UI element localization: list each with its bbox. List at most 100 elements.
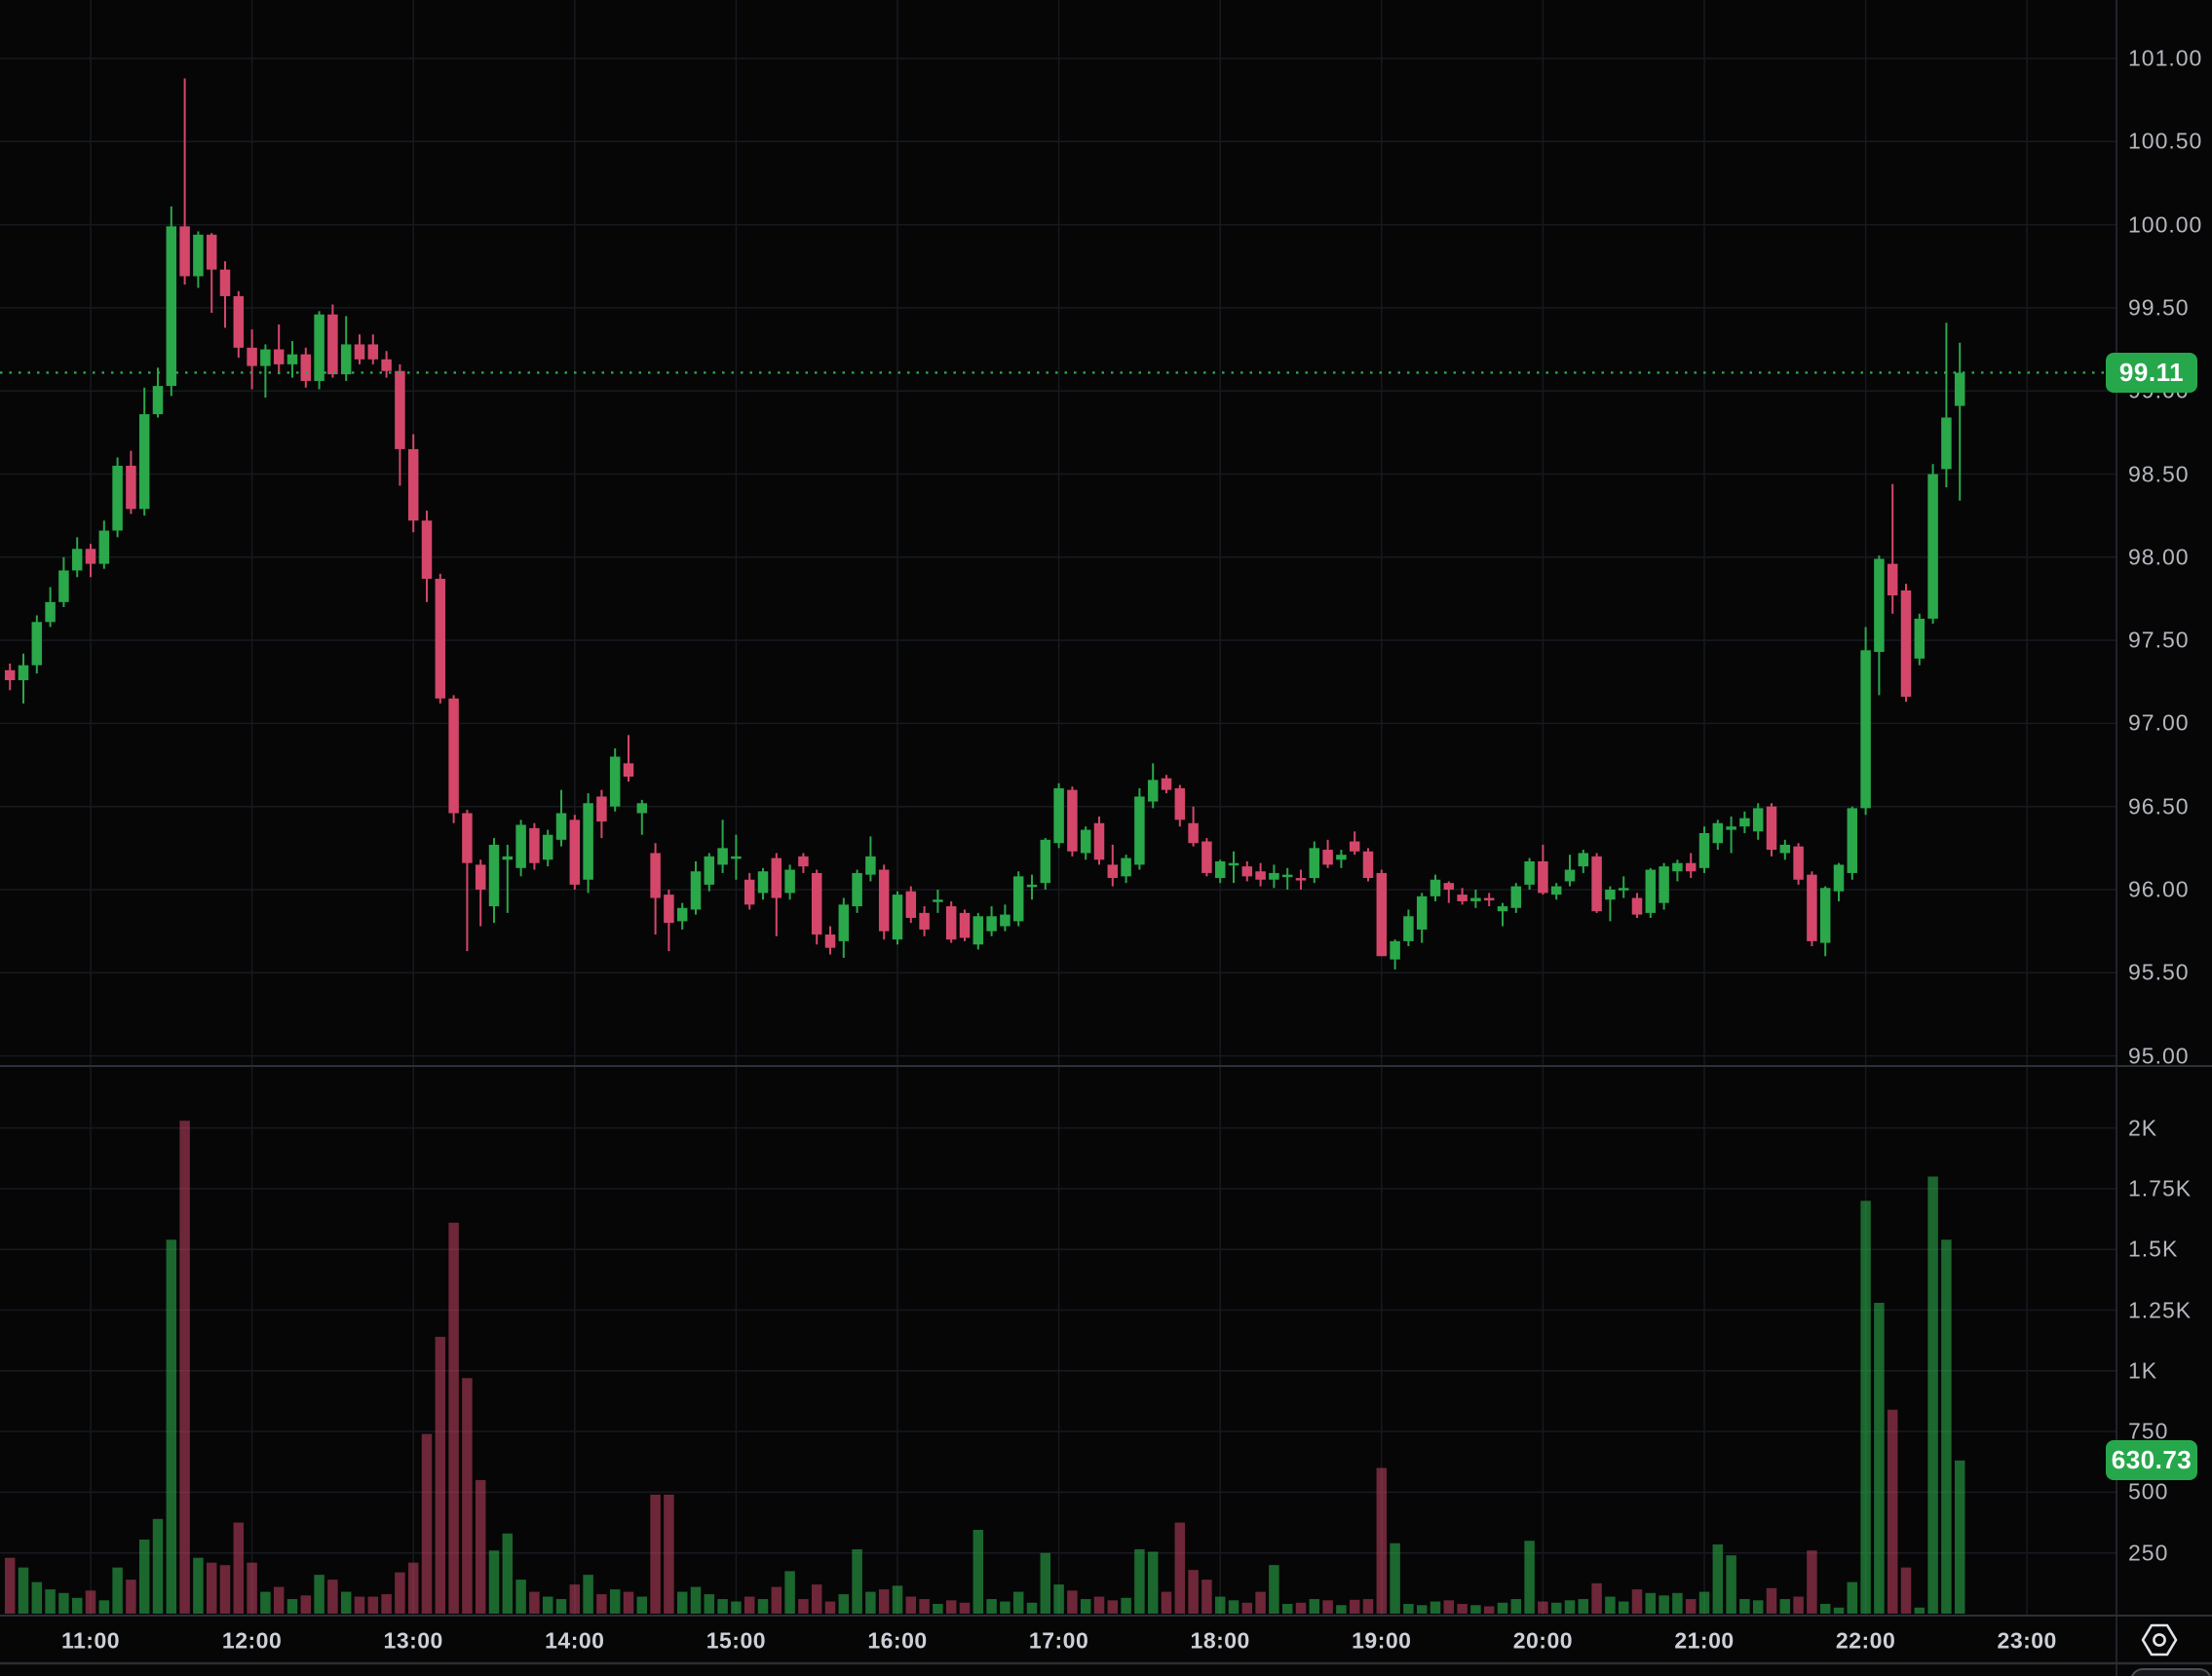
volume-bar: [98, 1600, 110, 1614]
volume-tick-label: 500: [2128, 1478, 2169, 1505]
volume-bar: [1726, 1555, 1736, 1614]
chart-settings-button[interactable]: [2138, 1619, 2181, 1661]
candle-body: [71, 549, 83, 571]
candle-body: [1766, 806, 1777, 851]
volume-bar: [233, 1522, 245, 1614]
volume-bar: [1578, 1599, 1589, 1614]
volume-bar: [1147, 1551, 1159, 1614]
volume-bar: [247, 1562, 257, 1614]
volume-bar: [1040, 1552, 1051, 1614]
candle-body: [1752, 808, 1764, 832]
volume-bar: [126, 1580, 136, 1614]
candle-body: [1954, 372, 1965, 406]
scroll-to-latest-pill[interactable]: [2130, 1668, 2212, 1676]
volume-bar: [206, 1562, 217, 1614]
candle-body: [247, 347, 257, 366]
volume-bar: [58, 1592, 69, 1614]
volume-bar: [1000, 1601, 1011, 1614]
price-tick-label: 101.00: [2128, 45, 2203, 71]
candle-body: [1349, 841, 1360, 852]
volume-bar: [1470, 1605, 1481, 1614]
volume-bar: [1631, 1589, 1643, 1614]
volume-bar: [529, 1591, 540, 1614]
volume-bar: [784, 1571, 795, 1614]
volume-bar: [407, 1562, 419, 1614]
volume-tick-label: 1.25K: [2128, 1297, 2193, 1322]
volume-bar: [1739, 1599, 1750, 1614]
volume-bar: [1362, 1599, 1374, 1614]
volume-tick-label: 1.75K: [2128, 1175, 2193, 1201]
volume-tick-label: 250: [2128, 1540, 2169, 1566]
candle-body: [1605, 890, 1616, 900]
candle-body: [933, 899, 943, 902]
volume-bar: [1336, 1605, 1347, 1614]
time-tick-label: 16:00: [867, 1627, 928, 1654]
time-tick-label: 21:00: [1674, 1627, 1735, 1654]
volume-bar: [945, 1600, 957, 1614]
volume-bar: [1698, 1591, 1710, 1614]
volume-bar: [1793, 1596, 1804, 1614]
candle-wick: [1031, 874, 1033, 900]
candle-body: [1874, 558, 1885, 653]
candle-body: [583, 803, 593, 880]
volume-bar: [273, 1586, 285, 1614]
volume-bar: [1618, 1601, 1629, 1614]
candle-body: [502, 856, 514, 860]
candle-body: [1819, 888, 1831, 943]
price-tick-label: 98.50: [2128, 461, 2190, 486]
price-tick-label: 99.50: [2128, 294, 2190, 321]
candle-body: [986, 916, 997, 932]
volume-bar: [219, 1565, 231, 1614]
candle-body: [1564, 869, 1576, 882]
time-tick-label: 17:00: [1028, 1627, 1089, 1654]
candle-body: [219, 269, 231, 296]
volume-bar: [664, 1494, 674, 1614]
candle-body: [112, 465, 123, 531]
candle-body: [1269, 872, 1279, 880]
candle-body: [126, 465, 136, 510]
volume-bar: [1093, 1596, 1105, 1614]
candle-body: [300, 354, 312, 381]
candle-body: [1336, 855, 1347, 860]
time-tick-label: 15:00: [706, 1627, 767, 1654]
candle-body: [1362, 851, 1374, 879]
volume-bar: [717, 1599, 728, 1614]
candle-body: [704, 856, 715, 885]
volume-bar: [286, 1599, 298, 1614]
candle-body: [421, 520, 433, 579]
volume-bar: [1645, 1592, 1657, 1614]
volume-bar: [354, 1596, 365, 1614]
candle-body: [193, 234, 204, 277]
volume-bar: [1954, 1460, 1965, 1614]
candle-body: [407, 448, 419, 521]
volume-bar: [542, 1596, 553, 1614]
candle-body: [596, 796, 607, 822]
volume-bar: [1591, 1582, 1602, 1614]
candle-body: [1295, 878, 1307, 881]
volume-bar: [569, 1584, 581, 1614]
candle-body: [1430, 879, 1441, 896]
candle-body: [1026, 884, 1038, 888]
candle-body: [664, 895, 674, 924]
price-tick-label: 100.00: [2128, 211, 2203, 238]
volume-bar: [771, 1586, 782, 1614]
candle-body: [98, 530, 110, 564]
volume-tick-label: 1K: [2128, 1357, 2158, 1384]
time-tick-label: 11:00: [60, 1627, 121, 1654]
volume-bar: [381, 1594, 392, 1614]
candle-body: [1631, 897, 1643, 915]
candle-body: [85, 549, 96, 564]
volume-bar: [892, 1585, 903, 1614]
volume-bar: [1457, 1604, 1468, 1614]
candle-wick: [1945, 323, 1948, 488]
candle-body: [1012, 876, 1024, 922]
hexagon-gear-icon: [2141, 1623, 2178, 1657]
candle-body: [811, 872, 822, 935]
candle-body: [905, 891, 917, 919]
volume-bar: [395, 1572, 405, 1614]
volume-bar: [1376, 1467, 1388, 1614]
candle-body: [865, 856, 876, 875]
candle-body: [1900, 590, 1912, 698]
